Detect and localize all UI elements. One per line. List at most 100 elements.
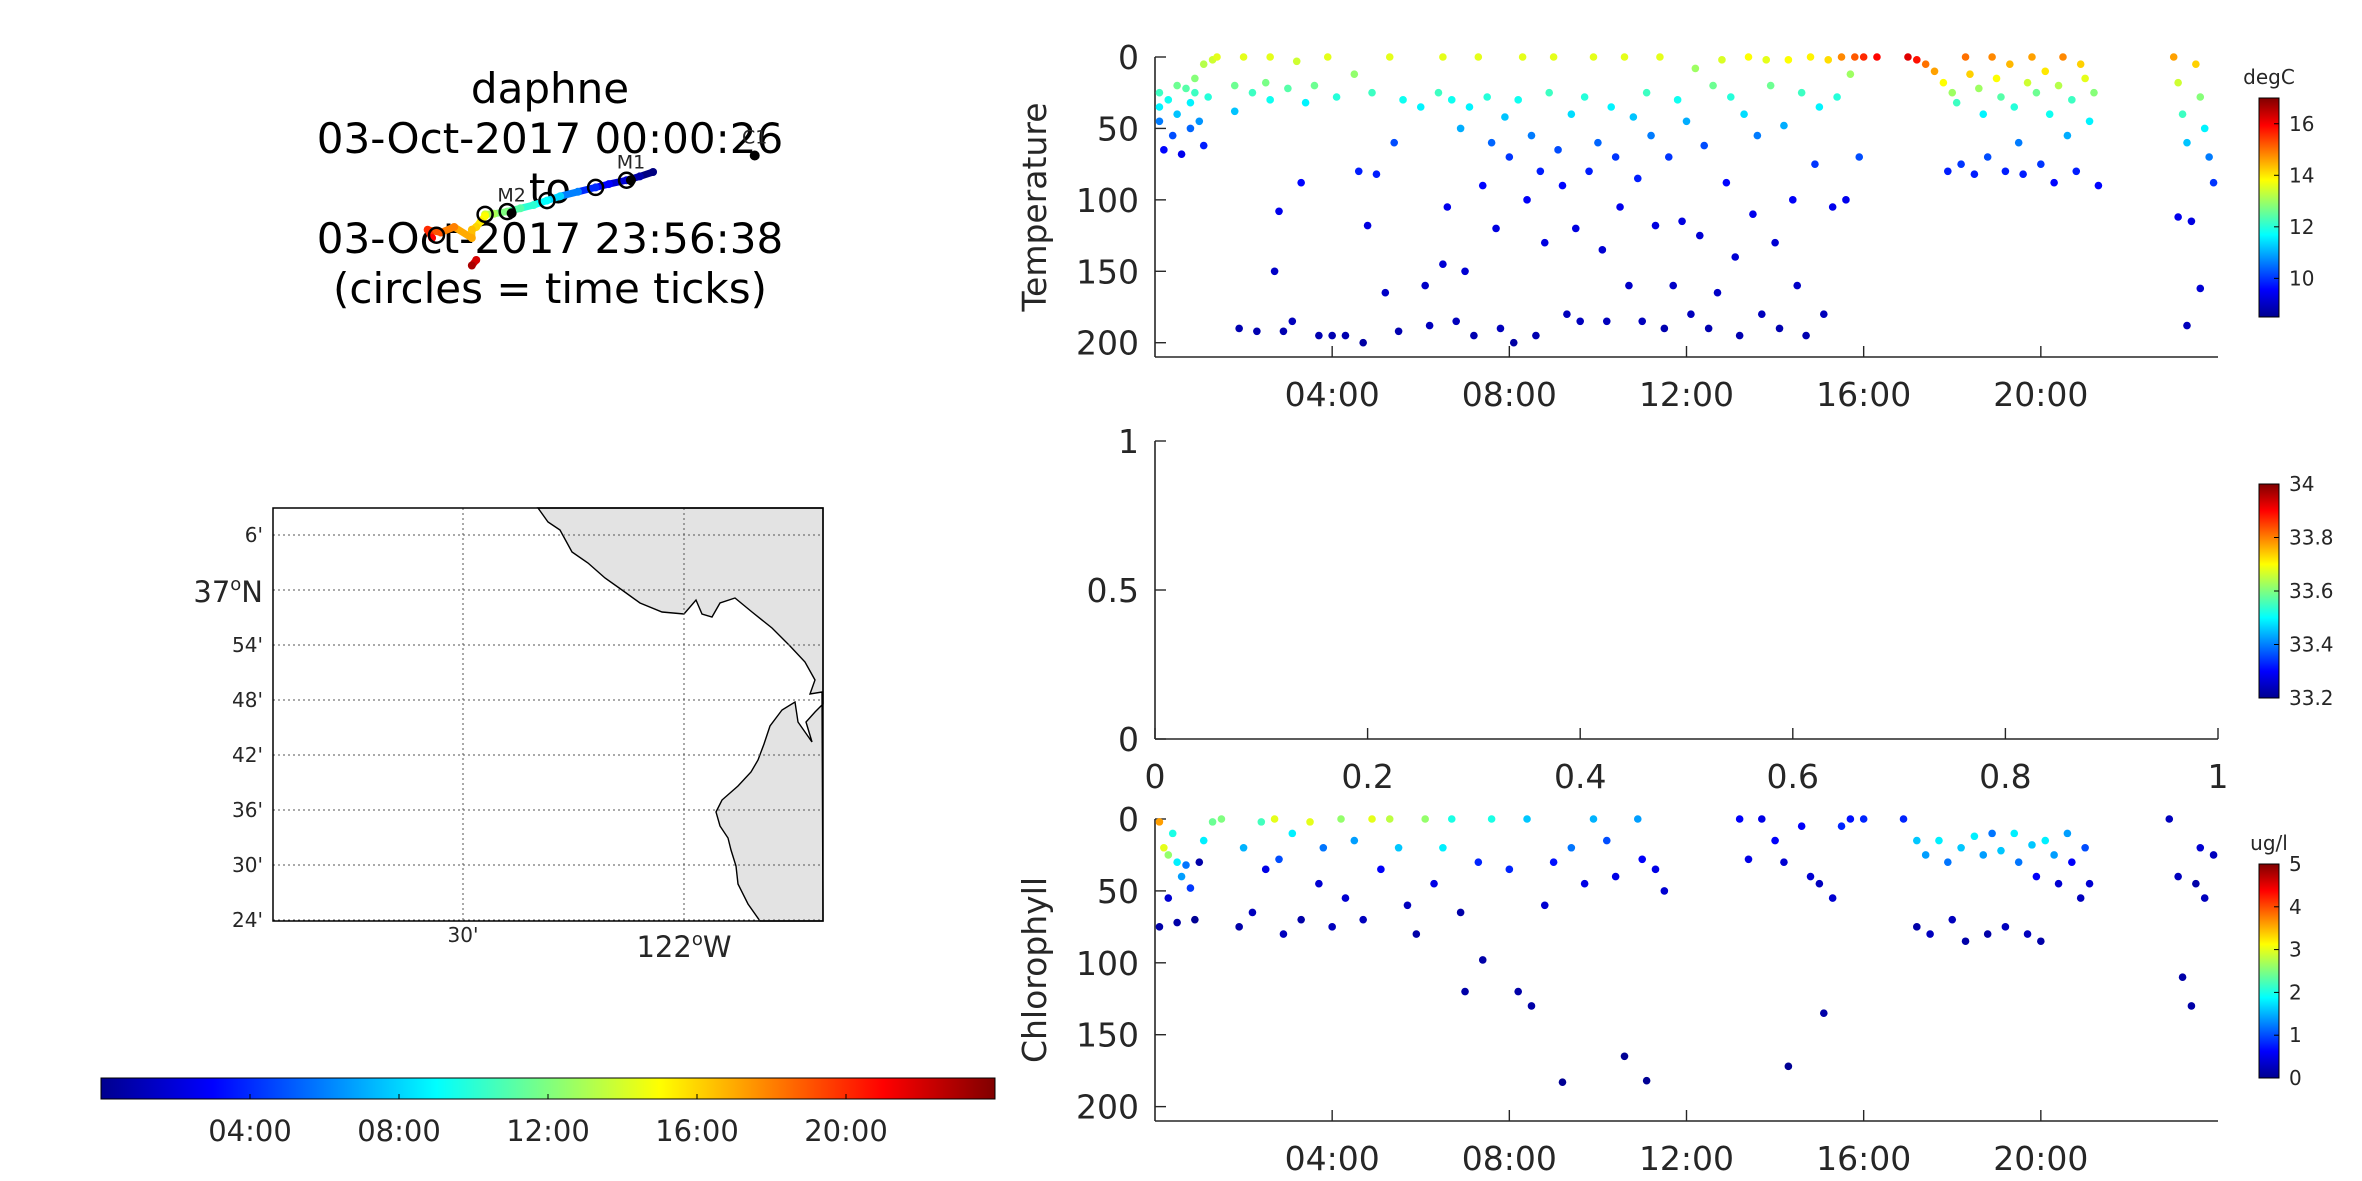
map-lat-label: 54' xyxy=(232,633,263,657)
data-point xyxy=(1611,872,1620,881)
data-point xyxy=(1447,815,1456,823)
data-point xyxy=(1439,260,1447,268)
data-point xyxy=(1230,81,1239,90)
data-point xyxy=(1461,987,1469,996)
data-point xyxy=(2019,170,2027,178)
data-point xyxy=(1611,153,1620,161)
data-point xyxy=(1363,221,1372,230)
data-point xyxy=(1288,317,1297,326)
data-point xyxy=(1820,310,1828,318)
data-point xyxy=(1620,53,1629,61)
data-point xyxy=(1173,81,1181,90)
station-marker xyxy=(506,208,517,219)
data-point xyxy=(1970,170,1979,178)
data-point xyxy=(1846,815,1855,823)
data-point xyxy=(1585,167,1593,176)
data-point xyxy=(1757,815,1766,823)
data-point xyxy=(1713,288,1722,297)
map-lat-label: 36' xyxy=(232,798,263,822)
data-point xyxy=(1757,310,1766,318)
track-point xyxy=(472,256,481,264)
data-point xyxy=(1944,167,1952,176)
track-point xyxy=(542,196,551,205)
track-point xyxy=(556,192,565,201)
time-colorbar-tick-label: 12:00 xyxy=(506,1114,590,1148)
track-point xyxy=(467,225,476,234)
data-point xyxy=(1837,822,1846,830)
y-tick-label: 0 xyxy=(1118,720,1139,759)
data-point xyxy=(1784,1062,1793,1071)
data-point xyxy=(1988,829,1996,838)
x-tick-label: 0.2 xyxy=(1341,757,1393,796)
data-point xyxy=(2068,96,2076,104)
mooring-stations: M2 M1 C1 xyxy=(497,127,767,219)
data-point xyxy=(1580,93,1589,101)
data-point xyxy=(2085,117,2094,126)
data-point xyxy=(1323,53,1332,61)
data-point xyxy=(1483,93,1491,101)
data-point xyxy=(2187,217,2196,226)
data-point xyxy=(2010,103,2019,111)
data-point xyxy=(1704,324,1713,333)
data-point xyxy=(1540,901,1549,910)
y-axis-label: Chlorophyll xyxy=(1015,877,1054,1063)
time-colorbar-tick-label: 16:00 xyxy=(655,1114,739,1148)
data-point xyxy=(1297,178,1305,187)
x-tick-label: 0.8 xyxy=(1979,757,2031,796)
x-tick-label: 12:00 xyxy=(1639,375,1734,414)
data-point xyxy=(1789,196,1797,204)
data-point xyxy=(2205,153,2213,161)
data-point xyxy=(1257,818,1266,826)
y-tick-label: 200 xyxy=(1076,1088,1139,1127)
colorbar-tick-label: 16 xyxy=(2289,112,2314,136)
data-point xyxy=(1802,331,1810,340)
data-point xyxy=(1523,815,1531,823)
data-point xyxy=(1160,843,1168,852)
station-marker xyxy=(625,175,636,186)
data-point xyxy=(1833,93,1841,101)
data-point xyxy=(1709,81,1717,90)
data-point xyxy=(2037,160,2045,168)
data-point xyxy=(1412,930,1421,938)
y-tick-label: 150 xyxy=(1076,1016,1139,1055)
data-point xyxy=(1992,74,2001,83)
data-point xyxy=(1939,78,1948,87)
data-point xyxy=(1275,207,1283,216)
data-point xyxy=(2050,178,2058,187)
data-point xyxy=(1239,843,1248,852)
data-point xyxy=(1983,930,1992,938)
data-point xyxy=(1465,103,1474,111)
data-point xyxy=(2001,167,2010,176)
track-point xyxy=(529,201,538,209)
colorbar-tick-label: 10 xyxy=(2289,266,2314,290)
x-tick-label: 08:00 xyxy=(1462,375,1557,414)
data-point xyxy=(1859,815,1868,823)
colorbar-tick-label: 5 xyxy=(2289,852,2302,876)
colorbar-tick-label: 12 xyxy=(2289,215,2314,239)
data-point xyxy=(1700,141,1709,150)
x-tick-label: 16:00 xyxy=(1816,375,1911,414)
data-point xyxy=(1638,855,1647,864)
data-point xyxy=(1549,53,1558,61)
data-point xyxy=(1948,88,1957,97)
track-map: M2 M1 C1 6' 37oN 54' 48' 42' 36' 30' 24' 30' 122oW xyxy=(193,127,824,964)
data-point xyxy=(1935,836,1943,845)
data-point xyxy=(2209,178,2218,187)
data-point xyxy=(1213,53,1221,61)
data-point xyxy=(1926,930,1934,938)
colorbar-tick-label: 2 xyxy=(2289,980,2302,1004)
data-point xyxy=(1806,53,1815,61)
colorbar-tick-label: 14 xyxy=(2289,163,2314,187)
track-point xyxy=(604,180,613,189)
data-point xyxy=(1687,310,1695,318)
station-marker xyxy=(749,150,760,161)
data-point xyxy=(1182,84,1190,93)
data-point xyxy=(1780,858,1788,866)
data-point xyxy=(2209,851,2218,859)
track-point xyxy=(516,204,525,213)
data-point xyxy=(1239,53,1248,61)
data-point xyxy=(1248,88,1257,97)
colorbar-tick-label: 0 xyxy=(2289,1066,2302,1090)
data-point xyxy=(1913,836,1921,845)
